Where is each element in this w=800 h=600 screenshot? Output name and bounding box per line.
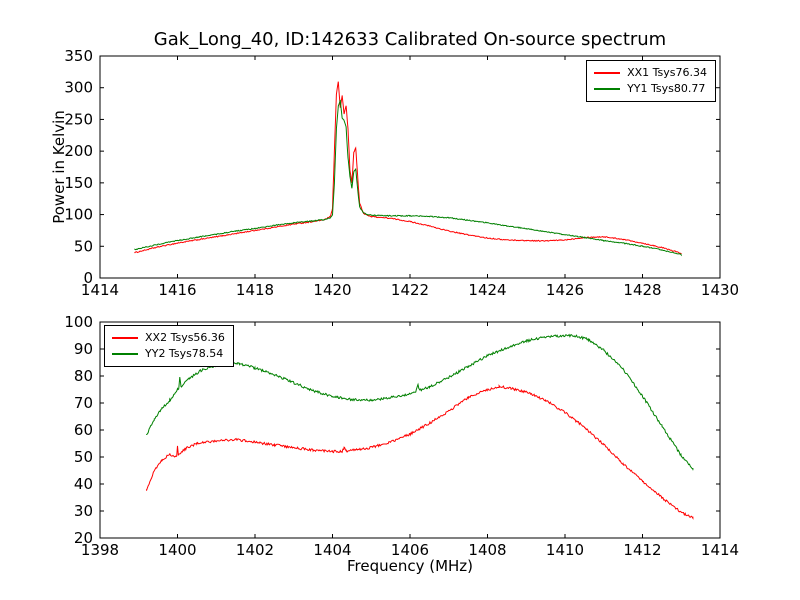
svg-text:1430: 1430 [701, 281, 739, 299]
legend-bottom-plot: XX2 Tsys56.36 YY2 Tsys78.54 [104, 325, 234, 367]
svg-text:20: 20 [74, 529, 93, 547]
legend-item-xx1: XX1 Tsys76.34 [594, 65, 707, 81]
legend-item-yy1: YY1 Tsys80.77 [594, 81, 707, 97]
svg-text:50: 50 [74, 448, 93, 466]
svg-text:1404: 1404 [313, 541, 351, 559]
legend-label-xx1: XX1 Tsys76.34 [627, 66, 707, 79]
svg-text:1400: 1400 [158, 541, 196, 559]
svg-text:100: 100 [64, 206, 93, 224]
x-axis-label: Frequency (MHz) [346, 557, 474, 575]
svg-text:1414: 1414 [81, 281, 119, 299]
svg-text:1422: 1422 [391, 281, 429, 299]
svg-text:150: 150 [64, 174, 93, 192]
svg-text:200: 200 [64, 142, 93, 160]
svg-text:1410: 1410 [546, 541, 584, 559]
svg-text:1406: 1406 [391, 541, 429, 559]
legend-line-xx2 [112, 337, 138, 339]
legend-item-xx2: XX2 Tsys56.36 [112, 330, 225, 346]
svg-text:1412: 1412 [623, 541, 661, 559]
svg-text:0: 0 [83, 269, 93, 287]
legend-label-yy2: YY2 Tsys78.54 [145, 347, 224, 360]
svg-text:1416: 1416 [158, 281, 196, 299]
svg-text:1414: 1414 [701, 541, 739, 559]
svg-text:50: 50 [74, 237, 93, 255]
svg-text:1408: 1408 [468, 541, 506, 559]
svg-text:1402: 1402 [236, 541, 274, 559]
svg-text:40: 40 [74, 475, 93, 493]
svg-text:1420: 1420 [313, 281, 351, 299]
legend-line-yy1 [594, 88, 621, 90]
svg-text:250: 250 [64, 110, 93, 128]
svg-text:1424: 1424 [468, 281, 506, 299]
legend-line-xx1 [594, 72, 621, 74]
svg-text:100: 100 [64, 313, 93, 331]
y-axis-label-top-plot: Power in Kelvin [50, 110, 68, 224]
svg-text:1428: 1428 [623, 281, 661, 299]
legend-line-yy2 [112, 353, 138, 355]
svg-text:30: 30 [74, 502, 93, 520]
svg-text:90: 90 [74, 340, 93, 358]
svg-text:70: 70 [74, 394, 93, 412]
legend-top-plot: XX1 Tsys76.34 YY1 Tsys80.77 [586, 60, 716, 102]
svg-text:60: 60 [74, 421, 93, 439]
svg-text:1418: 1418 [236, 281, 274, 299]
legend-item-yy2: YY2 Tsys78.54 [112, 346, 225, 362]
legend-label-yy1: YY1 Tsys80.77 [627, 82, 706, 95]
svg-text:300: 300 [64, 79, 93, 97]
svg-text:80: 80 [74, 367, 93, 385]
svg-text:350: 350 [64, 47, 93, 65]
legend-label-xx2: XX2 Tsys56.36 [145, 331, 225, 344]
svg-text:1398: 1398 [81, 541, 119, 559]
chart-title: Gak_Long_40, ID:142633 Calibrated On-sou… [153, 29, 667, 50]
svg-text:1426: 1426 [546, 281, 584, 299]
